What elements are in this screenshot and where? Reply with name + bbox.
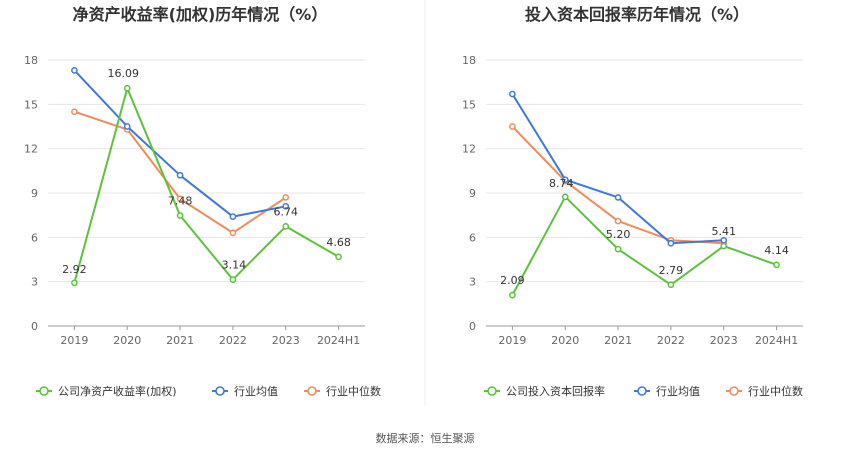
legend-label: 行业中位数 bbox=[748, 384, 803, 398]
data-point bbox=[282, 223, 290, 230]
chart-title: 投入资本回报率历年情况（%） bbox=[525, 5, 749, 24]
data-point bbox=[176, 171, 184, 179]
y-tick-label: 12 bbox=[462, 143, 476, 156]
legend-marker bbox=[39, 386, 49, 396]
y-tick-label: 15 bbox=[462, 98, 476, 111]
data-point bbox=[561, 193, 569, 201]
data-point bbox=[176, 195, 184, 203]
data-point bbox=[667, 281, 675, 289]
y-tick-label: 6 bbox=[31, 231, 38, 244]
y-tick-label: 18 bbox=[24, 54, 38, 67]
x-tick-label: 2019 bbox=[498, 334, 526, 347]
x-tick-label: 2024H1 bbox=[317, 334, 360, 347]
chart-title: 净资产收益率(加权)历年情况（%） bbox=[73, 5, 328, 24]
y-tick-label: 18 bbox=[462, 54, 476, 67]
x-tick-label: 2024H1 bbox=[755, 334, 798, 347]
data-label: 5.20 bbox=[606, 228, 631, 241]
legend-item: 公司投入资本回报率 bbox=[484, 384, 605, 398]
legend-label: 公司投入资本回报率 bbox=[506, 384, 605, 398]
data-point bbox=[667, 239, 675, 247]
data-point bbox=[229, 276, 237, 283]
data-point bbox=[509, 90, 516, 98]
x-tick-label: 2022 bbox=[219, 334, 247, 347]
data-label: 3.14 bbox=[222, 259, 247, 272]
data-point bbox=[229, 229, 237, 237]
legend-label: 公司净资产收益率(加权) bbox=[58, 384, 177, 398]
legend-marker bbox=[637, 386, 647, 396]
y-tick-label: 12 bbox=[24, 143, 38, 156]
data-label: 2.09 bbox=[500, 274, 525, 287]
legend-label: 行业均值 bbox=[234, 385, 278, 398]
x-tick-label: 2021 bbox=[604, 334, 632, 347]
y-tick-label: 9 bbox=[31, 187, 38, 200]
chart-1: 净资产收益率(加权)历年情况（%） 0 3 6 9 12 15 18 2019 2020 2021 2… bbox=[24, 5, 381, 398]
data-point bbox=[509, 291, 516, 299]
y-tick-label: 6 bbox=[469, 231, 476, 244]
data-label: 2.79 bbox=[659, 264, 684, 277]
data-point bbox=[229, 213, 237, 220]
data-point bbox=[614, 217, 622, 225]
x-tick-label: 2019 bbox=[60, 334, 88, 347]
data-point bbox=[123, 84, 131, 92]
data-label: 5.41 bbox=[712, 225, 737, 238]
data-point bbox=[71, 108, 78, 116]
data-point bbox=[71, 279, 78, 287]
data-source-footer: 数据来源：恒生聚源 bbox=[376, 431, 475, 445]
data-point bbox=[509, 123, 516, 130]
data-point bbox=[614, 194, 622, 201]
x-tick-label: 2021 bbox=[166, 334, 194, 347]
data-label: 16.09 bbox=[108, 67, 140, 80]
data-point bbox=[123, 123, 131, 130]
legend-item: 行业中位数 bbox=[304, 384, 381, 398]
y-tick-label: 15 bbox=[24, 98, 38, 111]
y-tick-label: 3 bbox=[469, 276, 476, 289]
data-point bbox=[720, 236, 728, 244]
y-tick-label: 3 bbox=[31, 276, 38, 289]
x-tick-label: 2022 bbox=[657, 334, 685, 347]
data-point bbox=[282, 194, 290, 201]
legend-item: 行业均值 bbox=[212, 385, 278, 398]
data-label: 8.74 bbox=[549, 177, 574, 190]
data-point bbox=[71, 66, 78, 74]
data-label: 7.48 bbox=[168, 194, 193, 207]
legend-item: 行业中位数 bbox=[726, 384, 803, 398]
y-tick-label: 0 bbox=[469, 320, 476, 333]
data-point bbox=[282, 202, 290, 210]
legend-item: 公司净资产收益率(加权) bbox=[36, 384, 177, 398]
legend-label: 行业中位数 bbox=[326, 384, 381, 398]
series-line-1 bbox=[511, 195, 777, 296]
y-tick-label: 0 bbox=[31, 320, 38, 333]
x-tick-label: 2020 bbox=[551, 334, 579, 347]
data-point bbox=[176, 212, 184, 219]
x-tick-label: 2023 bbox=[272, 334, 300, 347]
legend-marker bbox=[729, 386, 739, 396]
data-point bbox=[561, 176, 569, 184]
data-point bbox=[773, 261, 780, 269]
legend-label: 行业均值 bbox=[656, 385, 700, 398]
legend-marker bbox=[215, 386, 225, 396]
legend-marker bbox=[487, 386, 497, 396]
data-label: 4.68 bbox=[326, 236, 351, 249]
data-label: 2.92 bbox=[62, 263, 87, 276]
data-point bbox=[614, 245, 622, 253]
legend-marker bbox=[307, 386, 317, 396]
x-tick-label: 2023 bbox=[710, 334, 738, 347]
series-line-1 bbox=[73, 87, 340, 284]
data-label: 6.74 bbox=[274, 205, 299, 218]
y-tick-label: 9 bbox=[469, 187, 476, 200]
data-point bbox=[720, 242, 728, 250]
chart-2: 投入资本回报率历年情况（%） 0 3 6 9 12 15 18 2019 2020 2021 2022… bbox=[462, 5, 803, 398]
x-tick-label: 2020 bbox=[113, 334, 141, 347]
legend-item: 行业均值 bbox=[634, 385, 700, 398]
data-label: 4.14 bbox=[764, 244, 789, 257]
data-point bbox=[335, 253, 342, 261]
